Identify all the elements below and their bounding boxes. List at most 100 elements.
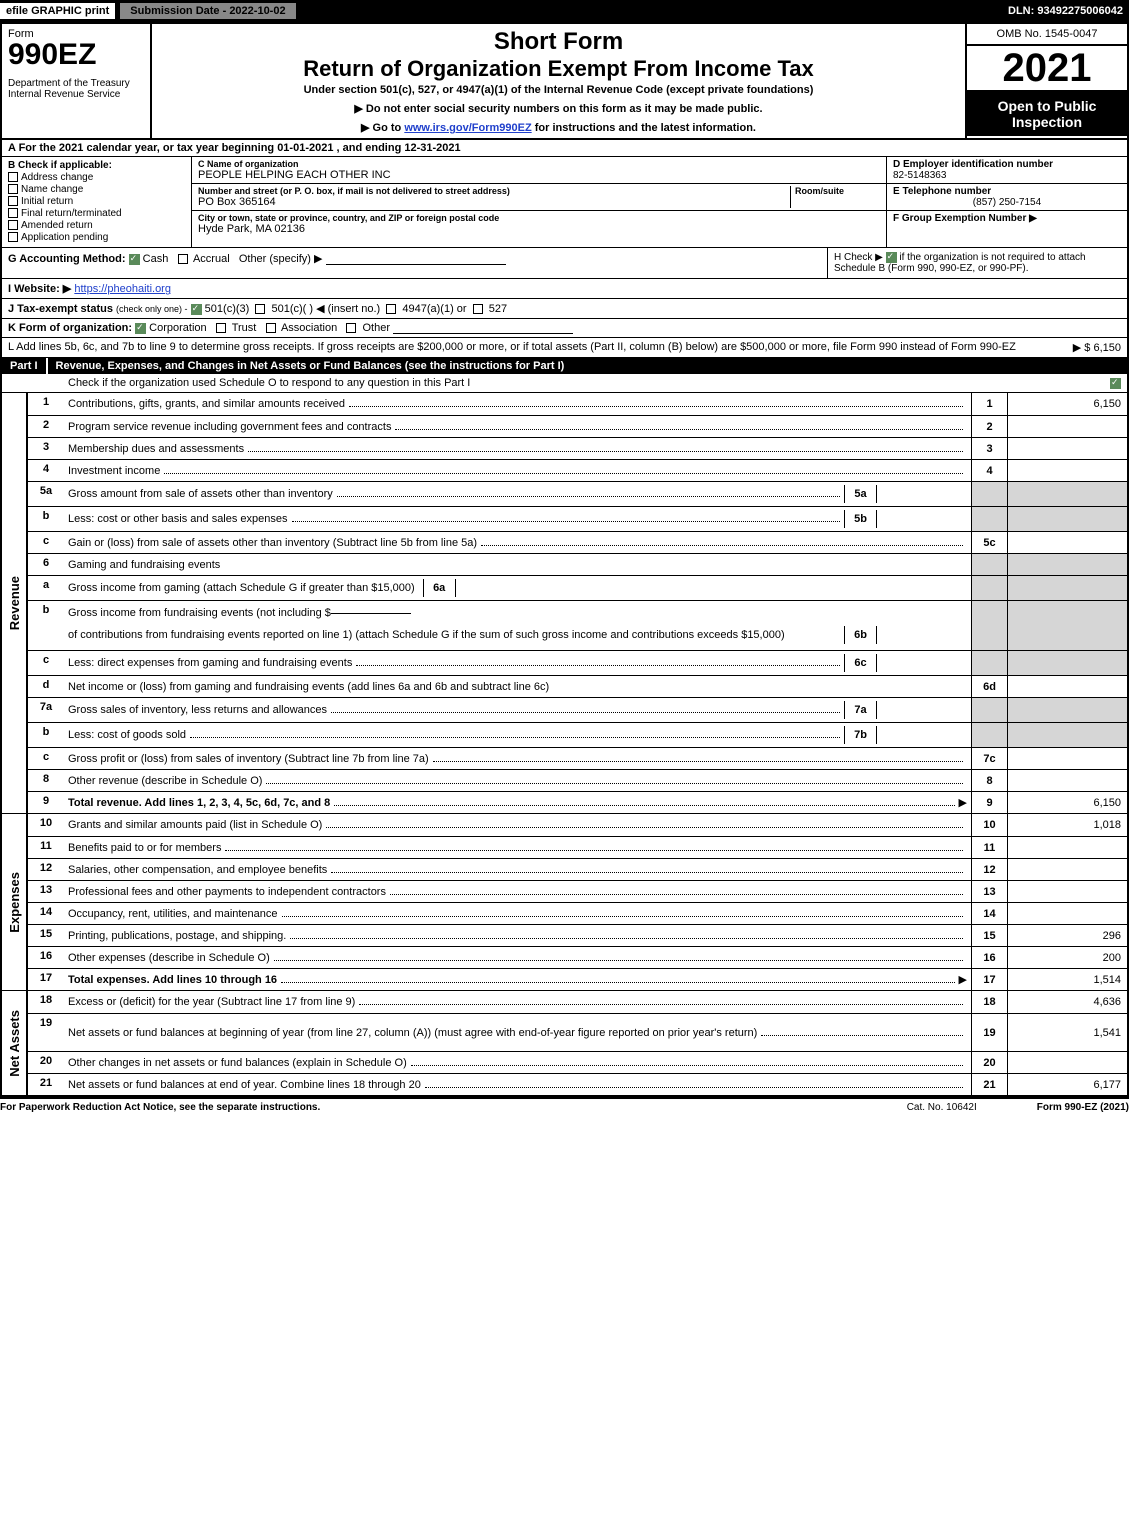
e-phone: E Telephone number (857) 250-7154 — [887, 184, 1127, 211]
checkbox-icon[interactable] — [266, 323, 276, 333]
f-group: F Group Exemption Number ▶ — [887, 211, 1127, 226]
l-amount: ▶ $ 6,150 — [1065, 341, 1121, 354]
line-6d: dNet income or (loss) from gaming and fu… — [28, 675, 1127, 697]
street-label: Number and street (or P. O. box, if mail… — [198, 186, 790, 196]
checkbox-icon[interactable] — [8, 196, 18, 206]
line-2: 2Program service revenue including gover… — [28, 415, 1127, 437]
checkbox-icon[interactable] — [255, 304, 265, 314]
section-b: B Check if applicable: Address change Na… — [2, 157, 192, 247]
open-inspection: Open to Public Inspection — [967, 92, 1127, 136]
checkbox-icon[interactable] — [8, 220, 18, 230]
chk-final-return: Final return/terminated — [8, 208, 185, 219]
row-k-form-org: K Form of organization: Corporation Trus… — [2, 319, 1127, 338]
header-mid: Short Form Return of Organization Exempt… — [152, 24, 967, 138]
top-bar: efile GRAPHIC print Submission Date - 20… — [0, 0, 1129, 22]
checkbox-icon[interactable] — [346, 323, 356, 333]
line-7a: 7aGross sales of inventory, less returns… — [28, 697, 1127, 722]
cat-no: Cat. No. 10642I — [907, 1102, 977, 1113]
submission-date: Submission Date - 2022-10-02 — [119, 2, 296, 20]
d-label: D Employer identification number — [893, 159, 1121, 170]
k-label: K Form of organization: — [8, 322, 132, 334]
room-label: Room/suite — [795, 186, 880, 196]
city-value: Hyde Park, MA 02136 — [198, 223, 880, 235]
line-17: 17Total expenses. Add lines 10 through 1… — [28, 968, 1127, 990]
checkbox-checked-icon[interactable] — [191, 304, 202, 315]
revenue-tab: Revenue — [2, 393, 28, 813]
e-label: E Telephone number — [893, 186, 1121, 197]
line-16: 16Other expenses (describe in Schedule O… — [28, 946, 1127, 968]
chk-initial-return: Initial return — [8, 196, 185, 207]
expenses-tab: Expenses — [2, 814, 28, 990]
h-check: H Check ▶ if the organization is not req… — [827, 248, 1127, 278]
other-org-line — [393, 333, 573, 334]
checkbox-icon[interactable] — [473, 304, 483, 314]
part-i-header: Part I Revenue, Expenses, and Changes in… — [2, 358, 1127, 374]
goto-pre: ▶ Go to — [361, 122, 404, 134]
efile-label: efile GRAPHIC print — [0, 3, 115, 19]
city-label: City or town, state or province, country… — [198, 213, 880, 223]
checkbox-icon[interactable] — [8, 232, 18, 242]
city-cell: City or town, state or province, country… — [192, 211, 886, 237]
checkbox-icon[interactable] — [216, 323, 226, 333]
line-1: 1Contributions, gifts, grants, and simil… — [28, 393, 1127, 415]
g-label: G Accounting Method: — [8, 253, 126, 265]
net-assets-lines: 18Excess or (deficit) for the year (Subt… — [28, 991, 1127, 1095]
street-cell: Number and street (or P. O. box, if mail… — [192, 184, 886, 211]
website-link[interactable]: https://pheohaiti.org — [74, 283, 171, 295]
checkbox-checked-icon[interactable] — [886, 252, 897, 263]
line-20: 20Other changes in net assets or fund ba… — [28, 1051, 1127, 1073]
line-7c: cGross profit or (loss) from sales of in… — [28, 747, 1127, 769]
checkbox-checked-icon[interactable] — [1110, 378, 1121, 389]
line-8: 8Other revenue (describe in Schedule O)8 — [28, 769, 1127, 791]
checkbox-icon[interactable] — [178, 254, 188, 264]
d-value: 82-5148363 — [893, 170, 1121, 181]
return-title: Return of Organization Exempt From Incom… — [160, 56, 957, 82]
checkbox-checked-icon[interactable] — [135, 323, 146, 334]
expenses-lines: 10Grants and similar amounts paid (list … — [28, 814, 1127, 990]
line-18: 18Excess or (deficit) for the year (Subt… — [28, 991, 1127, 1013]
section-c-to-f: C Name of organization PEOPLE HELPING EA… — [192, 157, 1127, 247]
form-number: 990EZ — [8, 40, 144, 70]
line-4: 4Investment income4 — [28, 459, 1127, 481]
expenses-section: Expenses 10Grants and similar amounts pa… — [2, 814, 1127, 991]
header-left: Form 990EZ Department of the Treasury In… — [2, 24, 152, 138]
omb-number: OMB No. 1545-0047 — [967, 24, 1127, 46]
page-footer: For Paperwork Reduction Act Notice, see … — [0, 1099, 1129, 1116]
row-l-gross-receipts: L Add lines 5b, 6c, and 7b to line 9 to … — [2, 338, 1127, 358]
line-3: 3Membership dues and assessments3 — [28, 437, 1127, 459]
under-section: Under section 501(c), 527, or 4947(a)(1)… — [160, 84, 957, 96]
form-ref: Form 990-EZ (2021) — [1037, 1102, 1129, 1113]
line-12: 12Salaries, other compensation, and empl… — [28, 858, 1127, 880]
line-6a: aGross income from gaming (attach Schedu… — [28, 575, 1127, 600]
net-assets-tab: Net Assets — [2, 991, 28, 1095]
chk-application-pending: Application pending — [8, 232, 185, 243]
line-5b: bLess: cost or other basis and sales exp… — [28, 506, 1127, 531]
arrow-icon: ▶ — [959, 796, 967, 809]
line-7b: bLess: cost of goods sold7b — [28, 722, 1127, 747]
chk-name-change: Name change — [8, 184, 185, 195]
l-text: L Add lines 5b, 6c, and 7b to line 9 to … — [8, 341, 1065, 354]
line-5a: 5aGross amount from sale of assets other… — [28, 481, 1127, 506]
net-assets-section: Net Assets 18Excess or (deficit) for the… — [2, 991, 1127, 1097]
revenue-section: Revenue 1Contributions, gifts, grants, a… — [2, 393, 1127, 814]
paperwork-notice: For Paperwork Reduction Act Notice, see … — [0, 1102, 320, 1113]
checkbox-icon[interactable] — [8, 208, 18, 218]
checkbox-icon[interactable] — [386, 304, 396, 314]
checkbox-icon[interactable] — [8, 172, 18, 182]
e-value: (857) 250-7154 — [893, 197, 1121, 208]
j-label: J Tax-exempt status — [8, 303, 113, 315]
other-specify-line — [326, 264, 506, 265]
checkbox-icon[interactable] — [8, 184, 18, 194]
line-10: 10Grants and similar amounts paid (list … — [28, 814, 1127, 836]
org-name: PEOPLE HELPING EACH OTHER INC — [198, 169, 880, 181]
dept-label: Department of the Treasury Internal Reve… — [8, 78, 144, 100]
checkbox-checked-icon[interactable] — [129, 254, 140, 265]
i-label: I Website: ▶ — [8, 283, 71, 295]
section-def: D Employer identification number 82-5148… — [887, 157, 1127, 247]
line-6: 6Gaming and fundraising events — [28, 553, 1127, 575]
line-19: 19Net assets or fund balances at beginni… — [28, 1013, 1127, 1051]
irs-link[interactable]: www.irs.gov/Form990EZ — [404, 122, 531, 134]
short-form-title: Short Form — [160, 28, 957, 56]
row-g-h: G Accounting Method: Cash Accrual Other … — [2, 248, 1127, 279]
line-13: 13Professional fees and other payments t… — [28, 880, 1127, 902]
